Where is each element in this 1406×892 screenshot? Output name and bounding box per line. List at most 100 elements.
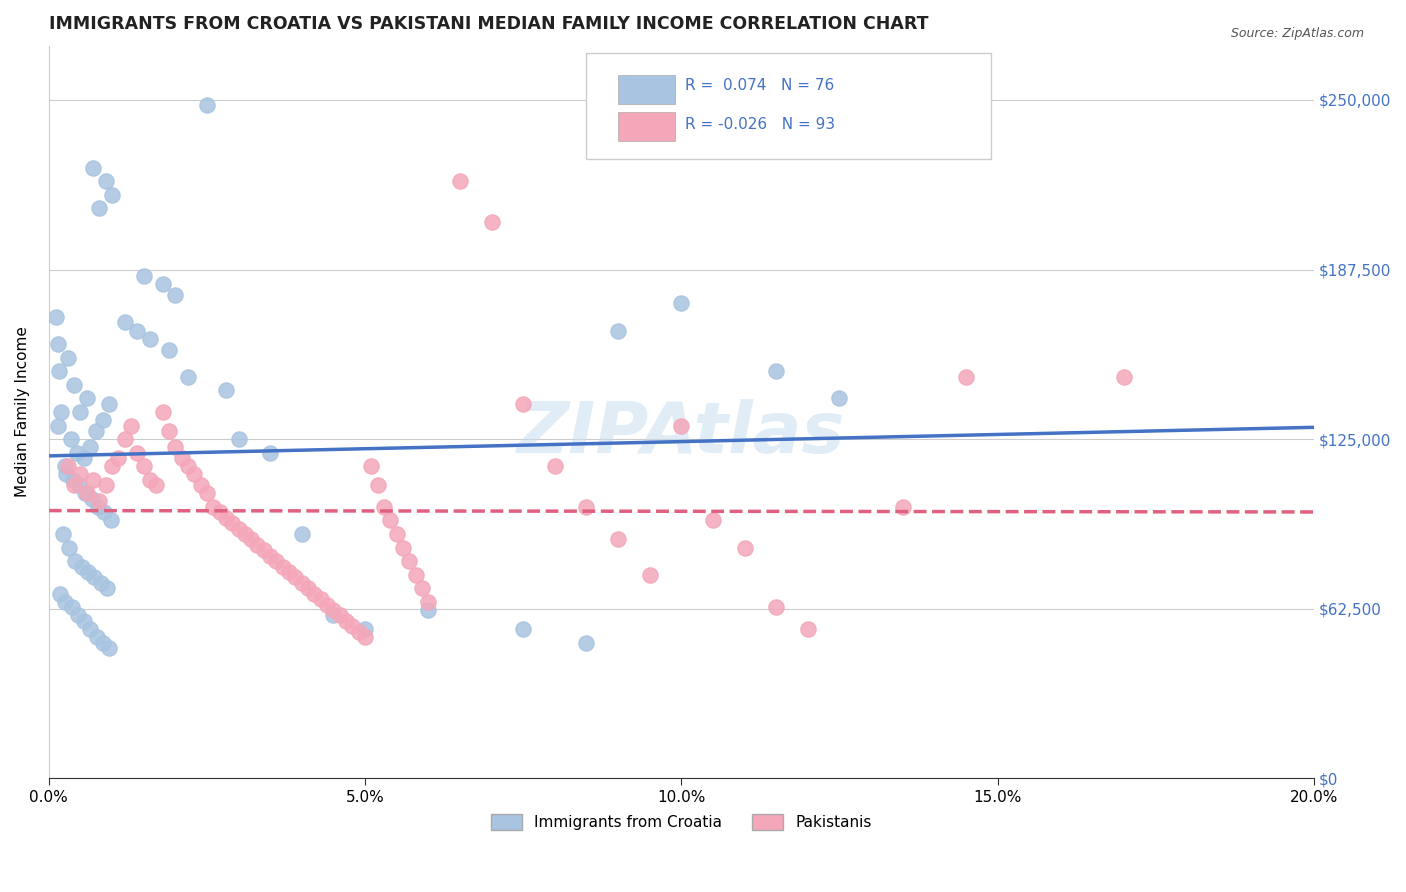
Point bbox=[367, 478, 389, 492]
Point bbox=[77, 565, 100, 579]
Point bbox=[76, 392, 98, 406]
Point bbox=[107, 451, 129, 466]
Point bbox=[91, 413, 114, 427]
Point bbox=[418, 595, 440, 609]
Point bbox=[354, 622, 377, 636]
Point bbox=[702, 513, 724, 527]
Point bbox=[96, 582, 118, 596]
Point bbox=[91, 635, 114, 649]
Point bbox=[60, 600, 83, 615]
Point bbox=[49, 587, 72, 601]
Point bbox=[53, 459, 76, 474]
Point bbox=[46, 337, 69, 351]
Point bbox=[411, 582, 433, 596]
Point bbox=[63, 377, 86, 392]
Point bbox=[278, 565, 301, 579]
Point bbox=[127, 324, 149, 338]
Point bbox=[79, 440, 101, 454]
Point bbox=[607, 324, 630, 338]
Point bbox=[84, 424, 107, 438]
Point bbox=[53, 595, 76, 609]
Point bbox=[65, 554, 87, 568]
Point bbox=[607, 533, 630, 547]
Point bbox=[120, 418, 142, 433]
Point bbox=[671, 418, 693, 433]
Point bbox=[291, 527, 314, 541]
Point bbox=[575, 500, 598, 514]
Point bbox=[215, 510, 238, 524]
Point bbox=[59, 432, 82, 446]
Point bbox=[329, 608, 352, 623]
Point bbox=[765, 600, 787, 615]
Point bbox=[132, 459, 155, 474]
Point bbox=[259, 445, 281, 459]
Point bbox=[58, 541, 80, 555]
Point bbox=[891, 500, 914, 514]
Point bbox=[638, 567, 661, 582]
Text: ZIPAtlas: ZIPAtlas bbox=[517, 400, 845, 468]
Point bbox=[127, 445, 149, 459]
Point bbox=[177, 369, 200, 384]
Point bbox=[157, 343, 180, 357]
Text: IMMIGRANTS FROM CROATIA VS PAKISTANI MEDIAN FAMILY INCOME CORRELATION CHART: IMMIGRANTS FROM CROATIA VS PAKISTANI MED… bbox=[49, 15, 928, 33]
Point bbox=[316, 598, 339, 612]
Point bbox=[828, 392, 851, 406]
Point bbox=[284, 570, 307, 584]
Point bbox=[380, 513, 402, 527]
Point bbox=[90, 575, 112, 590]
Point bbox=[291, 575, 314, 590]
Point bbox=[765, 364, 787, 378]
Point bbox=[342, 619, 364, 633]
Point bbox=[392, 541, 415, 555]
Point bbox=[304, 587, 326, 601]
Y-axis label: Median Family Income: Median Family Income bbox=[15, 326, 30, 498]
Point bbox=[69, 467, 91, 482]
Point bbox=[83, 570, 105, 584]
Point bbox=[195, 486, 218, 500]
Legend: Immigrants from Croatia, Pakistanis: Immigrants from Croatia, Pakistanis bbox=[485, 808, 877, 837]
Point bbox=[72, 451, 94, 466]
Point bbox=[56, 351, 79, 365]
Point bbox=[266, 554, 288, 568]
Point bbox=[233, 527, 256, 541]
Point bbox=[271, 559, 294, 574]
Point bbox=[56, 459, 79, 474]
Point bbox=[114, 432, 136, 446]
Point bbox=[139, 473, 162, 487]
Point bbox=[93, 505, 115, 519]
Point bbox=[671, 296, 693, 310]
Point bbox=[94, 174, 117, 188]
Point bbox=[46, 418, 69, 433]
Point bbox=[322, 603, 344, 617]
Point bbox=[215, 383, 238, 397]
Point bbox=[202, 500, 225, 514]
Point bbox=[87, 500, 110, 514]
Point bbox=[97, 397, 120, 411]
Point bbox=[98, 640, 121, 655]
Point bbox=[360, 459, 382, 474]
Point bbox=[62, 473, 84, 487]
Point bbox=[132, 269, 155, 284]
Point bbox=[101, 459, 124, 474]
FancyBboxPatch shape bbox=[586, 53, 991, 159]
Point bbox=[157, 424, 180, 438]
Point bbox=[398, 554, 420, 568]
Point bbox=[297, 582, 319, 596]
Point bbox=[45, 310, 67, 324]
Point bbox=[246, 538, 269, 552]
Point bbox=[89, 202, 111, 216]
Point bbox=[253, 543, 276, 558]
Point bbox=[797, 622, 820, 636]
Point bbox=[354, 630, 377, 644]
Text: Source: ZipAtlas.com: Source: ZipAtlas.com bbox=[1230, 27, 1364, 40]
Point bbox=[100, 513, 122, 527]
Point bbox=[165, 440, 187, 454]
Point bbox=[259, 549, 281, 563]
Point bbox=[82, 161, 104, 175]
Point bbox=[69, 405, 91, 419]
Point bbox=[82, 473, 104, 487]
Point bbox=[145, 478, 167, 492]
Point bbox=[322, 608, 344, 623]
Bar bbox=[619, 112, 675, 141]
Point bbox=[75, 486, 97, 500]
